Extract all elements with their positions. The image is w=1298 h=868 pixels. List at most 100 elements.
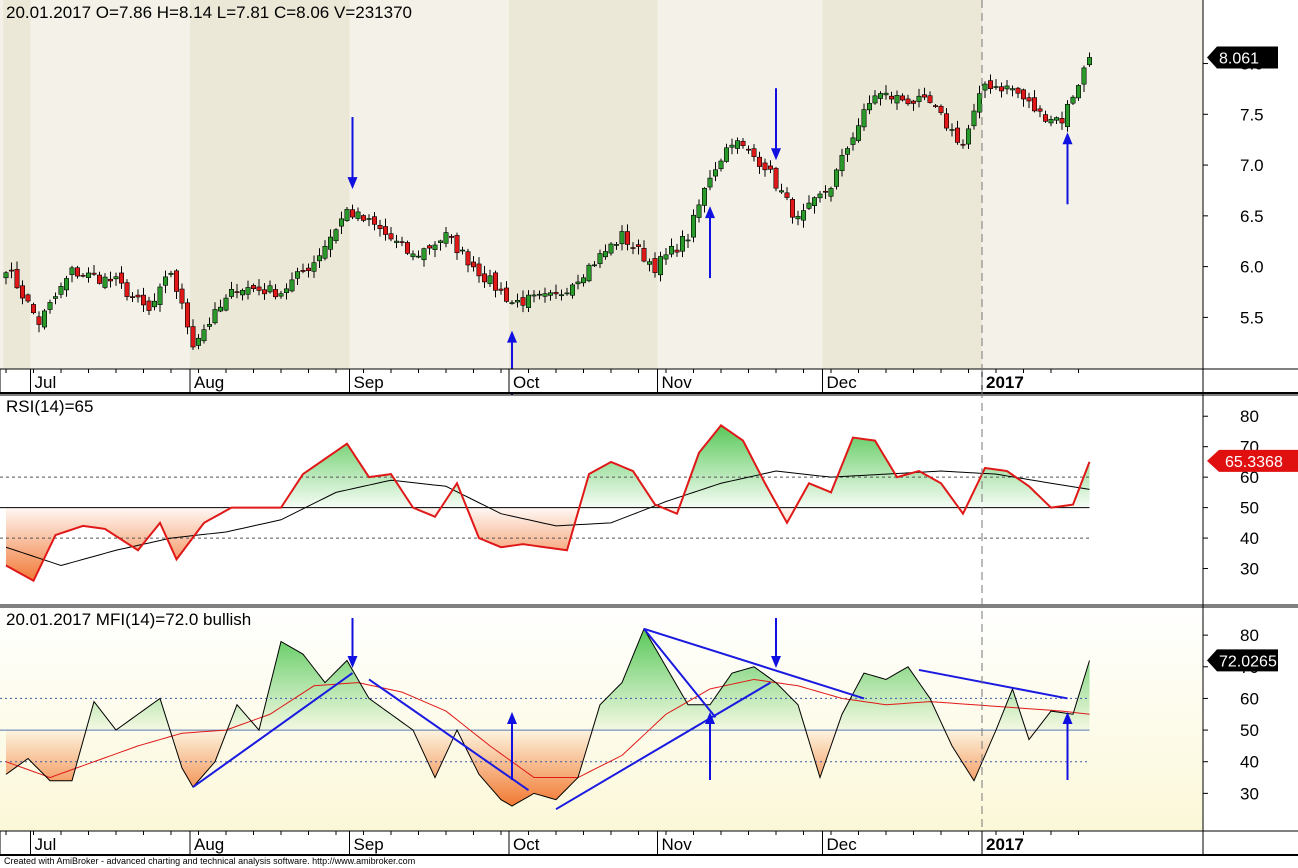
candle: [663, 248, 669, 265]
candle: [503, 281, 509, 303]
candle: [69, 265, 75, 283]
candle: [47, 299, 53, 314]
candle: [256, 279, 262, 296]
candle: [190, 319, 196, 350]
date-tick-label: Oct: [513, 835, 540, 854]
candle: [1015, 86, 1021, 99]
trendline: [643, 628, 717, 719]
last-value-badge: 65.3368: [1207, 449, 1298, 472]
candle: [927, 91, 933, 104]
candle: [1020, 88, 1026, 107]
candle: [272, 284, 278, 300]
mfi-lines: [5, 627, 1090, 807]
y-tick-label: 6.0: [1240, 258, 1264, 277]
candle: [481, 265, 487, 288]
candle: [547, 289, 553, 301]
date-tick-label: Nov: [662, 835, 693, 854]
candle: [630, 242, 636, 255]
candle: [223, 294, 229, 312]
candle: [993, 79, 999, 90]
candle: [1054, 116, 1060, 125]
price-pane: 20.01.2017 O=7.86 H=8.14 L=7.81 C=8.06 V…: [0, 0, 1298, 403]
y-tick-label: 40: [1240, 529, 1259, 548]
month-band: [190, 0, 350, 369]
buy-arrow: [1062, 132, 1073, 205]
candle: [839, 148, 845, 177]
candle: [729, 138, 735, 155]
candle: [756, 151, 762, 174]
last-value-label: 72.0265: [1219, 653, 1277, 670]
y-tick-label: 30: [1240, 784, 1259, 803]
candle: [520, 290, 526, 313]
price-info-text: 20.01.2017 O=7.86 H=8.14 L=7.81 C=8.06 V…: [6, 3, 412, 22]
candle: [954, 120, 960, 145]
candle: [635, 239, 641, 255]
candle: [135, 289, 141, 303]
mfi-signal-arrows: [347, 618, 1073, 780]
candle: [960, 139, 966, 149]
candle: [833, 168, 839, 190]
candle: [267, 280, 273, 294]
candle: [437, 239, 443, 251]
candle: [311, 255, 317, 278]
candle: [938, 104, 944, 116]
date-tick-label: Sep: [354, 835, 384, 854]
y-tick-label: 60: [1240, 689, 1259, 708]
y-tick-label: 80: [1240, 626, 1259, 645]
candle: [921, 87, 927, 101]
candle: [382, 218, 388, 241]
candle: [861, 103, 867, 131]
candle: [795, 210, 801, 226]
candle: [3, 271, 9, 285]
candle: [1076, 84, 1082, 101]
candle: [355, 207, 361, 222]
candle: [454, 232, 460, 260]
candle: [459, 246, 465, 255]
candle: [58, 282, 64, 299]
buy-arrow: [705, 206, 715, 279]
candle: [712, 162, 718, 182]
candle: [564, 287, 570, 296]
candle: [251, 283, 257, 293]
candle: [1037, 105, 1043, 118]
candle: [866, 95, 872, 115]
candle: [102, 273, 108, 290]
candle: [624, 224, 630, 251]
candle: [575, 274, 581, 290]
oversold-fill: [6, 507, 1090, 581]
candle: [349, 204, 355, 220]
candle: [338, 211, 344, 234]
candle: [613, 241, 619, 250]
month-band: [509, 0, 658, 369]
candle: [943, 108, 949, 131]
candle: [212, 302, 218, 325]
buy-arrow: [705, 712, 715, 780]
trendline: [918, 668, 1068, 700]
y-tick-label: 80: [1240, 407, 1259, 426]
candle: [987, 74, 993, 94]
date-tick-label: Oct: [513, 373, 540, 392]
candle: [399, 236, 405, 247]
candle: [751, 144, 757, 162]
candle: [1081, 65, 1087, 93]
candle: [740, 137, 746, 149]
candle: [707, 170, 713, 191]
candle: [553, 284, 559, 299]
sell-arrow: [347, 117, 358, 190]
last-value-label: 65.3368: [1225, 454, 1283, 471]
candle: [432, 241, 438, 258]
candle: [646, 258, 652, 272]
candle: [294, 267, 300, 285]
candle: [322, 240, 328, 261]
candle: [327, 229, 333, 258]
date-tick-label: Jul: [35, 835, 57, 854]
candle: [201, 324, 207, 344]
candle: [668, 238, 674, 258]
candle: [998, 82, 1004, 98]
date-axis-top: Jul Aug Sep Oct Nov Dec 2017: [0, 368, 1204, 394]
candle: [773, 166, 779, 192]
candle: [877, 91, 883, 106]
candle: [426, 244, 432, 255]
last-value-badge: 8.061: [1207, 46, 1278, 69]
